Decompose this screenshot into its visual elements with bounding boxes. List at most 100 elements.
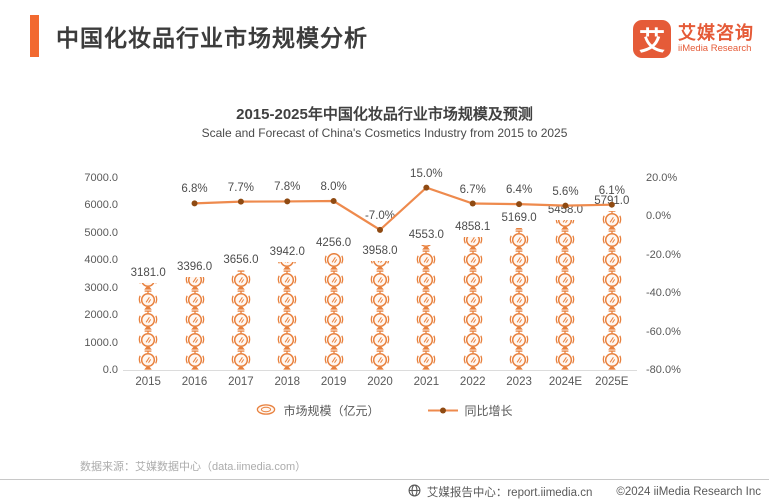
x-axis-label: 2025E: [595, 376, 629, 388]
coin-icon: [278, 261, 297, 270]
legend-item-market-scale: 市场规模（亿元）: [256, 402, 380, 419]
y-axis-left-tick: 2000.0: [84, 309, 118, 322]
line-point: [516, 201, 523, 208]
coin-icon: [463, 330, 483, 350]
coin-icon: [602, 270, 622, 290]
line-point: [423, 184, 430, 191]
y-axis-right-tick: -20.0%: [646, 248, 681, 261]
growth-value-label: 6.1%: [598, 184, 625, 197]
legend-label-growth: 同比增长: [464, 404, 513, 418]
y-axis-right-tick: -60.0%: [646, 325, 681, 338]
coin-icon: [509, 230, 529, 250]
bar-value-label: 4553.0: [408, 229, 444, 242]
bar-2023: [508, 228, 530, 370]
bar-2020: [369, 261, 391, 370]
coin-icon: [417, 290, 436, 310]
bar-2025E: [601, 211, 623, 370]
line-marker-icon: [427, 404, 458, 418]
y-axis-left-tick: 3000.0: [84, 281, 118, 294]
chart-legend: 市场规模（亿元） 同比增长: [0, 402, 769, 419]
coin-icon: [139, 282, 157, 290]
logo-name-cn: 艾媒咨询: [678, 22, 754, 43]
coin-icon: [463, 350, 483, 370]
bar-value-label: 3958.0: [362, 245, 398, 258]
coin-icon: [277, 270, 297, 290]
chart-subtitle: Scale and Forecast of China's Cosmetics …: [201, 126, 568, 140]
bar-value-label: 5169.0: [501, 212, 537, 225]
coin-icon: [185, 350, 204, 370]
x-axis-line: [123, 369, 637, 371]
line-point: [330, 198, 337, 205]
bar-2024E: [554, 220, 576, 370]
growth-value-label: 6.7%: [459, 183, 486, 196]
x-axis-label: 2019: [320, 376, 347, 388]
coin-icon: [185, 290, 204, 310]
coin-icon: [509, 350, 529, 370]
legend-label-market-scale: 市场规模（亿元）: [283, 404, 380, 418]
y-axis-left-tick: 0.0: [102, 364, 118, 376]
coin-icon: [370, 330, 390, 350]
footer-divider: [0, 479, 769, 480]
coin-icon: [138, 350, 158, 370]
growth-value-label: 15.0%: [410, 167, 443, 180]
x-axis-label: 2021: [413, 376, 440, 388]
coin-icon: [277, 350, 297, 370]
growth-value-label: 7.8%: [274, 181, 301, 194]
data-source-note: 数据来源：艾媒数据中心（data.iimedia.com）: [80, 461, 307, 473]
coin-icon: [509, 270, 529, 290]
y-axis-right-tick: -40.0%: [646, 287, 681, 300]
page-title: 中国化妆品行业市场规模分析: [56, 25, 368, 51]
title-accent-bar: [30, 15, 39, 57]
coin-icon: [463, 310, 483, 330]
coin-icon: [509, 310, 529, 330]
y-axis-left-tick: 4000.0: [84, 254, 118, 267]
coin-icon: [417, 250, 436, 270]
coin-icon: [602, 211, 622, 230]
bar-2017: [230, 270, 252, 370]
y-axis-left-tick: 1000.0: [84, 336, 118, 349]
y-axis-right-tick: 0.0%: [646, 210, 672, 223]
coin-icon: [417, 310, 436, 330]
x-axis-label: 2024E: [548, 376, 583, 388]
legend-item-growth: 同比增长: [427, 402, 513, 419]
chart-title: 2015-2025年中国化妆品行业市场规模及预测: [236, 106, 533, 123]
bar-2018: [276, 261, 298, 370]
bar-2015: [137, 282, 159, 370]
coin-icon: [602, 290, 622, 310]
logo-name-en: iiMedia Research: [678, 42, 752, 54]
imedia-logo: 艾 艾媒咨询 iiMedia Research: [633, 20, 754, 58]
imedia-logo-icon: 艾: [633, 20, 671, 58]
x-axis-label: 2022: [459, 376, 486, 388]
coin-icon: [556, 220, 575, 230]
bar-value-label: 3942.0: [269, 245, 305, 258]
bar-2022: [462, 236, 484, 370]
footer-copyright: ©2024 iiMedia Research Inc: [616, 486, 761, 498]
coin-icon: [602, 230, 622, 250]
coin-icon: [509, 250, 529, 270]
coin-icon: [277, 310, 297, 330]
coin-icon: [417, 330, 436, 350]
line-point: [237, 198, 244, 205]
x-axis-label: 2023: [506, 376, 532, 388]
coin-icon: [556, 250, 575, 270]
coin-icon: [185, 276, 204, 290]
coin-icon: [602, 350, 622, 370]
x-axis-label: 2017: [228, 376, 254, 388]
x-axis-label: 2015: [135, 376, 161, 388]
growth-value-label: -7.0%: [364, 209, 396, 222]
coin-icon: [556, 310, 575, 330]
coin-icon: [138, 330, 158, 350]
coin-icon: [463, 270, 483, 290]
coin-icon: [602, 250, 622, 270]
coin-icon: [138, 310, 158, 330]
coin-icon: [370, 261, 390, 270]
line-point: [191, 200, 198, 207]
globe-icon: [408, 484, 421, 500]
coin-icon: [370, 290, 390, 310]
coin-icon: [602, 310, 622, 330]
bar-2019: [323, 253, 345, 370]
coin-icon: [421, 245, 432, 250]
